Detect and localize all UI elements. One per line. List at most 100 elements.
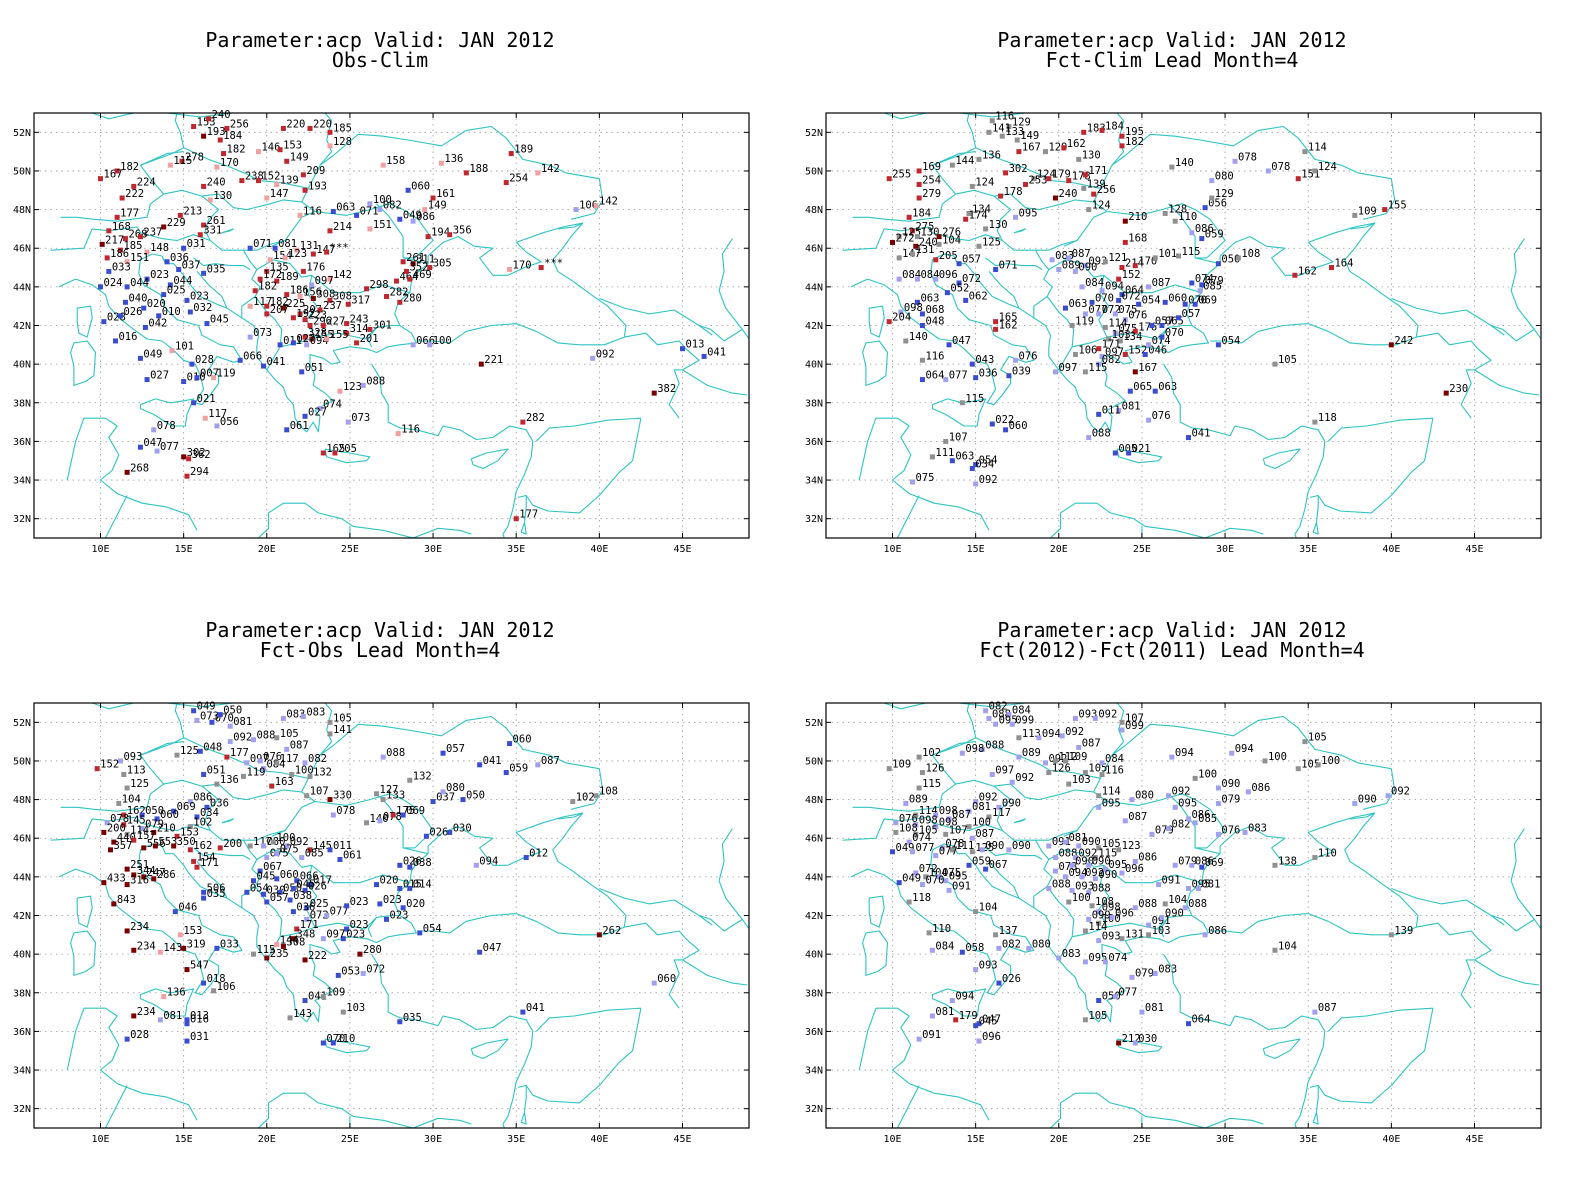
station-dot <box>959 750 965 756</box>
station-dot <box>252 288 258 294</box>
coastline-path <box>209 791 316 841</box>
station-marker: 098 <box>933 817 958 830</box>
station-dot <box>1162 299 1168 305</box>
station-dot <box>302 957 308 963</box>
station-marker: 130 <box>207 190 232 203</box>
station-dot <box>407 777 413 783</box>
station-dot <box>651 980 657 986</box>
station-dot <box>239 178 245 184</box>
x-tick-label: 30E <box>1216 1134 1234 1145</box>
station-dot <box>508 151 514 157</box>
station-value: 093 <box>1075 880 1094 892</box>
station-value: 129 <box>1012 117 1031 129</box>
station-value: 057 <box>962 254 981 266</box>
station-dot <box>1262 758 1268 764</box>
station-marker: 105 <box>1272 354 1297 367</box>
station-value: 108 <box>899 822 918 834</box>
station-marker: 176 <box>300 261 325 274</box>
coastline-path <box>470 1038 509 1060</box>
station-marker: 235 <box>264 948 289 961</box>
station-marker: 131 <box>1119 929 1144 942</box>
station-dot <box>1209 178 1215 184</box>
station-value: 100 <box>295 764 314 776</box>
x-tick-label: 45E <box>673 1134 691 1145</box>
coastline-path <box>1262 1038 1301 1060</box>
station-value: 149 <box>1020 130 1039 142</box>
station-dot <box>344 926 350 932</box>
station-value: 083 <box>1062 948 1081 960</box>
station-marker: *** <box>538 258 563 271</box>
station-marker: 280 <box>397 292 422 305</box>
station-dot <box>473 862 479 868</box>
station-marker: 209 <box>300 165 325 178</box>
station-marker: 099 <box>1086 909 1111 922</box>
station-dot <box>1016 735 1022 741</box>
station-value: 294 <box>190 466 209 478</box>
station-value: 164 <box>1334 258 1353 270</box>
station-marker: 100 <box>1315 755 1340 768</box>
station-marker: 113 <box>121 764 146 777</box>
station-dot <box>1292 272 1298 278</box>
station-value: 104 <box>122 793 141 805</box>
station-dot <box>1096 804 1102 810</box>
station-value: 158 <box>386 155 405 167</box>
station-marker: 079 <box>1129 967 1154 980</box>
station-value: 145 <box>313 840 332 852</box>
station-value: 048 <box>925 316 944 328</box>
station-dot <box>264 855 270 861</box>
coastline-path <box>1262 448 1301 470</box>
y-tick-label: 32N <box>13 514 31 525</box>
station-dot <box>1006 712 1012 718</box>
station-marker: 095 <box>943 871 968 884</box>
station-dot <box>1096 793 1102 799</box>
station-value: 075 <box>1118 304 1137 316</box>
station-value: 052 <box>950 283 969 295</box>
station-marker: 047 <box>946 335 971 348</box>
station-dot <box>302 334 308 340</box>
station-dot <box>194 814 200 820</box>
station-value: 469 <box>413 269 432 281</box>
station-marker: 119 <box>241 766 265 779</box>
station-dot <box>367 201 373 207</box>
y-tick-label: 38N <box>805 988 823 999</box>
station-value: 133 <box>1005 126 1024 138</box>
station-value: 041 <box>526 1002 545 1014</box>
station-dot <box>503 770 509 776</box>
station-value: 317 <box>351 294 370 306</box>
coastline-path <box>314 203 434 259</box>
station-value: 013 <box>190 1010 209 1022</box>
station-marker: 047 <box>137 437 162 450</box>
station-value: 108 <box>1095 896 1114 908</box>
station-dot <box>397 216 403 222</box>
station-value: 087 <box>290 739 309 751</box>
coastline-path <box>718 238 749 376</box>
station-marker: 023 <box>344 896 369 909</box>
station-value: 105 <box>1301 759 1320 771</box>
station-value: 256 <box>1097 184 1116 196</box>
coastline-path <box>1510 828 1541 966</box>
station-dot <box>1119 719 1125 725</box>
station-dot <box>327 276 333 282</box>
station-marker: 100 <box>1262 751 1287 764</box>
station-dot <box>1272 947 1278 953</box>
station-value: 065 <box>1133 381 1152 393</box>
station-value: 075 <box>915 472 934 484</box>
station-marker: 254 <box>503 173 528 186</box>
station-marker: 028 <box>124 1029 149 1042</box>
coastline-path <box>1168 203 1221 265</box>
station-marker: 085 <box>299 848 324 861</box>
station-value: 097 <box>326 929 345 941</box>
station-value: 084 <box>935 940 954 952</box>
station-dot <box>538 265 544 271</box>
station-dot <box>440 750 446 756</box>
station-dot <box>390 812 396 818</box>
station-value: 125 <box>982 236 1001 248</box>
station-value: 023 <box>150 269 169 281</box>
station-dot <box>916 1036 922 1042</box>
station-marker: 162 <box>187 840 212 853</box>
station-marker: 070 <box>919 875 944 888</box>
station-marker: 109 <box>1062 751 1087 764</box>
station-marker: 032 <box>187 302 212 315</box>
station-value: 139 <box>1087 178 1106 190</box>
